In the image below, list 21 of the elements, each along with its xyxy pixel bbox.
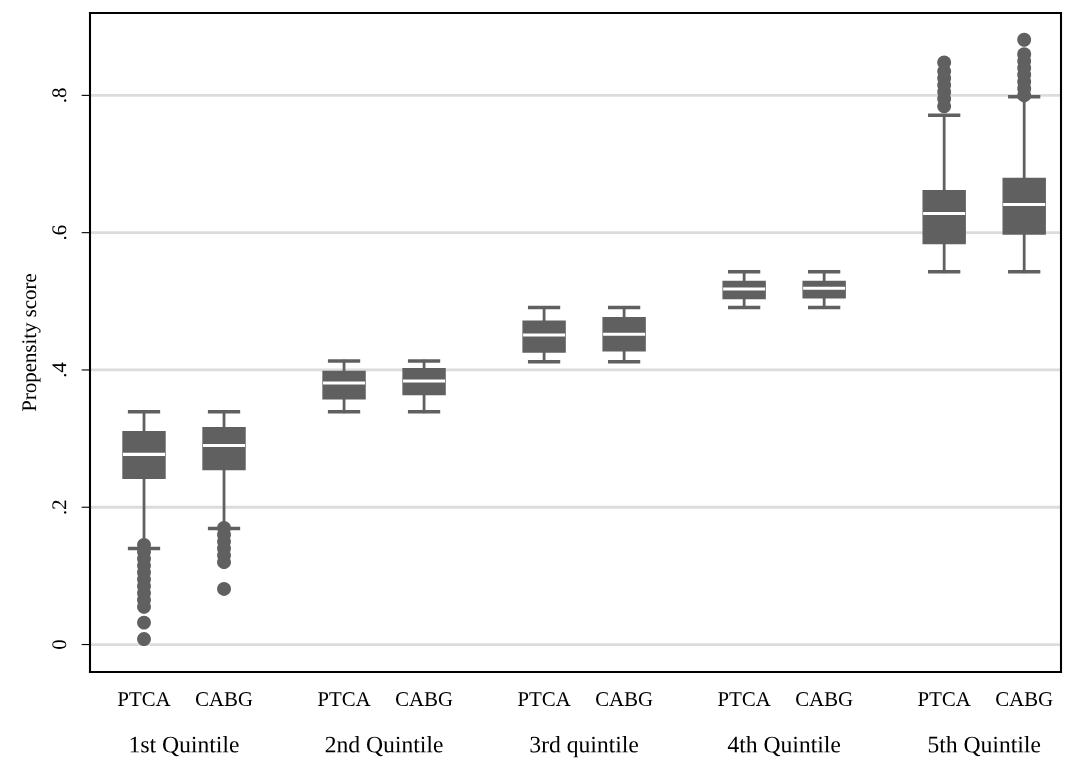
text: 1st Quintile xyxy=(130,735,239,757)
y-tick-label: .4 xyxy=(52,362,67,377)
text: 2nd Quintile xyxy=(325,735,443,757)
y-tick-label: .6 xyxy=(52,225,67,240)
y-axis-title: Propensity score xyxy=(22,274,41,412)
y-tick-label: .8 xyxy=(52,88,67,102)
text: 5th Quintile xyxy=(928,735,1041,757)
x-tick-label: CABG xyxy=(596,692,653,707)
y-tick-label: .2 xyxy=(52,500,67,514)
text: 3rd quintile xyxy=(530,735,639,758)
x-tick-label: PTCA xyxy=(318,692,371,707)
x-tick-label: PTCA xyxy=(117,692,171,707)
x-tick-label: CABG xyxy=(796,692,853,707)
x-tick-label: PTCA xyxy=(718,692,771,707)
y-tick-label: 0 xyxy=(52,640,67,649)
x-tick-label: CABG xyxy=(996,692,1053,707)
x-tick-label: PTCA xyxy=(518,692,571,707)
x-tick-label: CABG xyxy=(195,692,253,707)
x-tick-label: PTCA xyxy=(918,692,971,707)
text: 4th Quintile xyxy=(727,735,841,757)
x-tick-label: CABG xyxy=(395,692,453,707)
